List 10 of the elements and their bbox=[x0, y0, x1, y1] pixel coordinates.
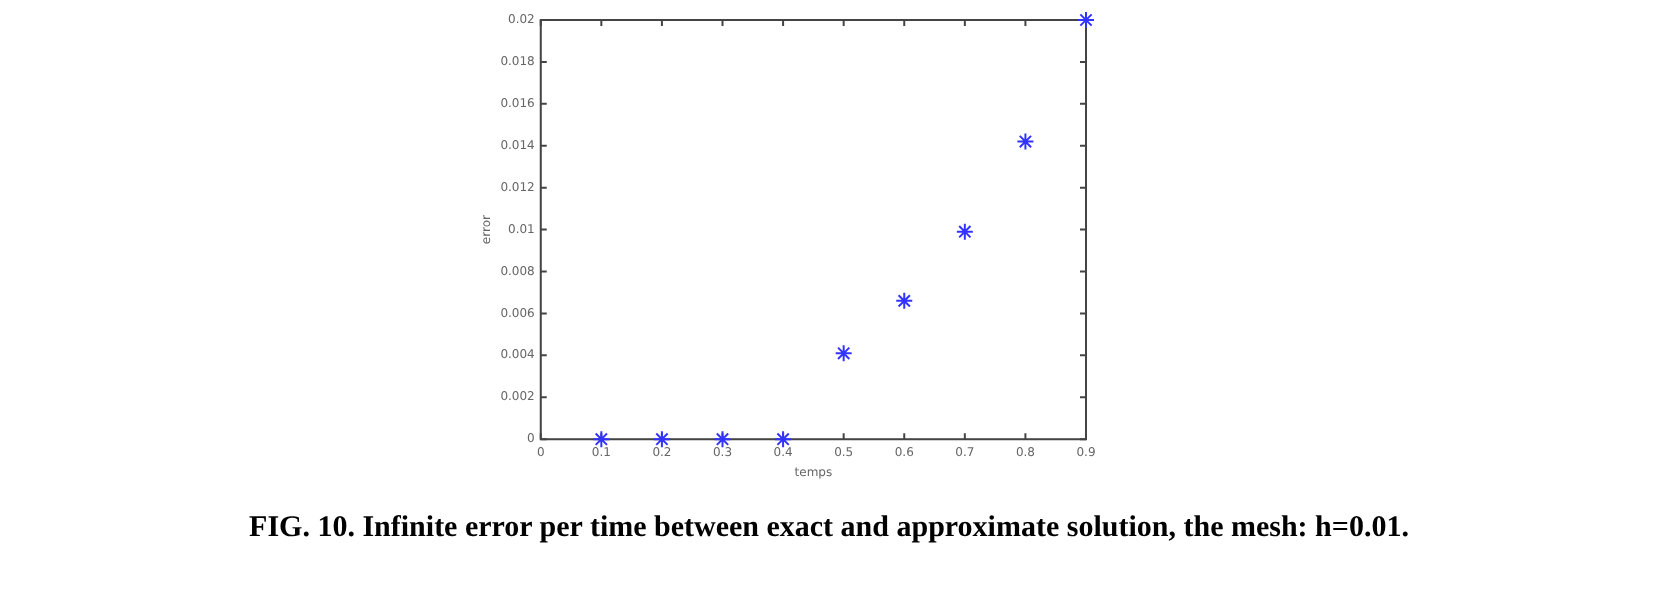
point bbox=[955, 222, 974, 241]
point bbox=[774, 430, 793, 449]
point bbox=[652, 430, 671, 449]
caption: FIG. 10. Infinite error per time between exact and approximate solution, the mesh: h=0.01. bbox=[247, 512, 1411, 546]
point bbox=[1016, 132, 1035, 151]
point bbox=[1077, 11, 1095, 29]
point bbox=[895, 291, 914, 310]
point bbox=[834, 344, 853, 363]
point bbox=[713, 430, 732, 449]
point bbox=[592, 430, 611, 449]
